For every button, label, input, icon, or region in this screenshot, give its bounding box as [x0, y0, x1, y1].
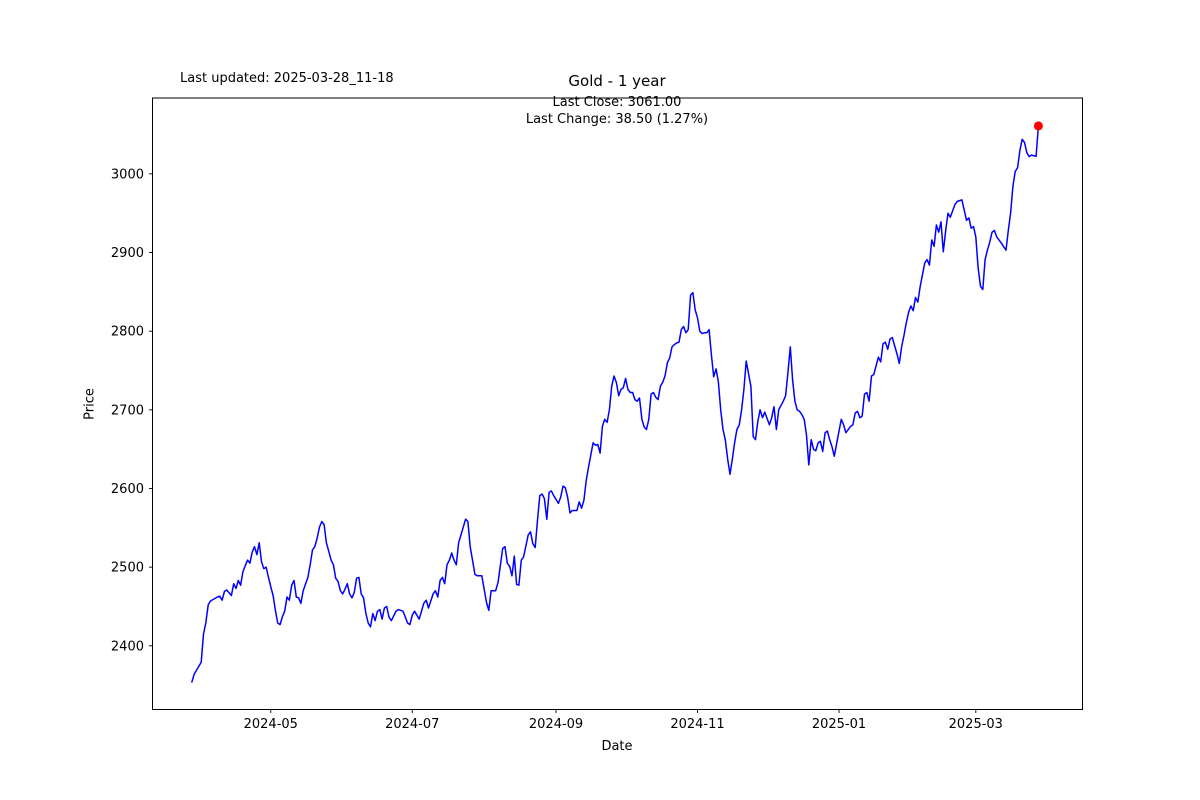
last-close-annotation: Last Close: 3061.00 — [552, 95, 682, 110]
x-tick-label: 2025-01 — [812, 717, 866, 732]
chart-title: Gold - 1 year — [568, 72, 666, 90]
y-tick-label: 2600 — [111, 482, 144, 497]
y-tick-label: 2800 — [111, 325, 144, 340]
x-tick-label: 2024-09 — [529, 717, 583, 732]
x-axis-label: Date — [601, 739, 633, 754]
x-tick-label: 2025-03 — [949, 717, 1003, 732]
y-tick-label: 2900 — [111, 246, 144, 261]
axes-border — [152, 97, 1083, 710]
x-tick-label: 2024-11 — [670, 717, 724, 732]
last-price-marker — [1033, 121, 1043, 131]
y-tick-label: 3000 — [111, 167, 144, 182]
x-tick-label: 2024-05 — [244, 717, 298, 732]
y-tick-label: 2700 — [111, 403, 144, 418]
y-tick-label: 2400 — [111, 639, 144, 654]
last-change-annotation: Last Change: 38.50 (1.27%) — [525, 112, 709, 127]
x-tick-label: 2024-07 — [385, 717, 439, 732]
price-line — [191, 125, 1040, 683]
last-updated-text: Last updated: 2025-03-28_11-18 — [180, 71, 394, 86]
y-tick-label: 2500 — [111, 561, 144, 576]
